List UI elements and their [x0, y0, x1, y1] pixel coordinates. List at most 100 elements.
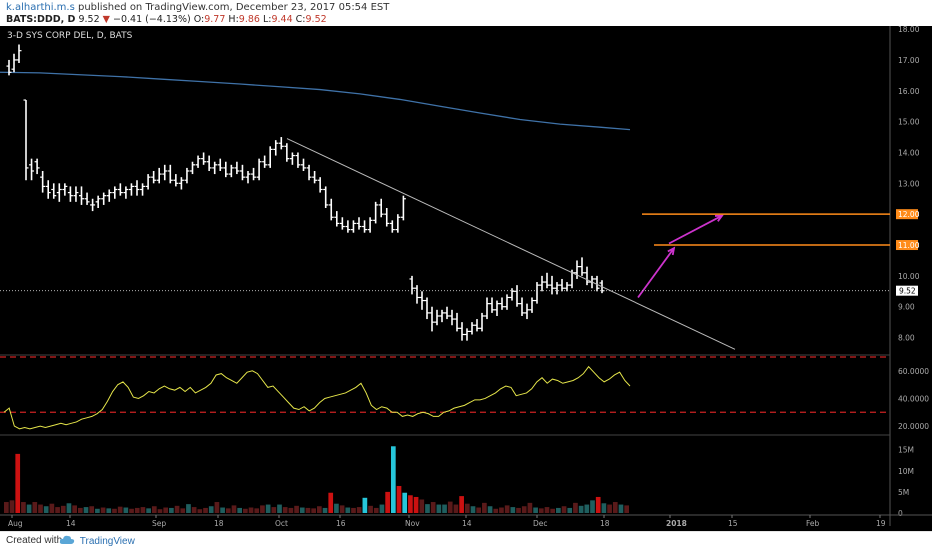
- volume-bar: [26, 504, 32, 513]
- volume-tick-label: 0: [898, 509, 903, 518]
- volume-bar: [379, 504, 385, 513]
- volume-bar: [533, 507, 538, 513]
- high-label: H:: [228, 14, 239, 25]
- volume-bar: [55, 507, 60, 513]
- volume-bar: [95, 508, 100, 513]
- volume-bar: [106, 508, 112, 513]
- volume-bar: [60, 505, 66, 513]
- time-tick-label: 18: [600, 519, 610, 528]
- author-link[interactable]: k.alharthi.m.s: [6, 2, 75, 13]
- volume-bar: [231, 505, 237, 513]
- volume-bar: [504, 505, 510, 513]
- volume-bar: [561, 506, 567, 513]
- moving-average-line: [0, 71, 631, 131]
- volume-bar: [487, 506, 493, 513]
- rsi-tick-label: 60.0000: [898, 367, 929, 376]
- volume-bar: [607, 504, 612, 513]
- open-label: O:: [193, 14, 205, 25]
- volume-bar: [15, 453, 21, 513]
- volume-bar: [328, 492, 334, 513]
- time-tick-label: 2018: [666, 519, 687, 528]
- footer: Created with TradingView: [0, 531, 932, 551]
- high-value: 9.86: [238, 14, 260, 25]
- time-tick-label: 14: [66, 519, 76, 528]
- time-tick-label: Nov: [405, 519, 420, 528]
- volume-pane[interactable]: 15M 10M 5M 0: [4, 446, 914, 518]
- volume-bar: [243, 508, 248, 513]
- volume-bar: [419, 499, 425, 513]
- time-axis[interactable]: Aug 14 Sep 18 Oct 16 Nov 14 Dec 18 2018 15 Feb 19: [0, 514, 932, 528]
- chart-svg[interactable]: 18.00 17.00 16.00 15.00 14.00 13.00 12.00 11.00…: [0, 25, 932, 531]
- volume-bar: [4, 502, 9, 513]
- volume-bar: [396, 485, 402, 513]
- volume-bar: [618, 504, 624, 513]
- volume-bar: [362, 497, 368, 513]
- volume-bar: [578, 505, 584, 513]
- target-arrow-head: [714, 214, 724, 222]
- volume-bar: [83, 507, 89, 513]
- volume-bar: [117, 506, 123, 513]
- price-tick-label: 14.00: [898, 148, 920, 157]
- time-tick-label: Aug: [8, 519, 23, 528]
- volume-bar: [294, 505, 299, 513]
- volume-bar: [334, 503, 339, 513]
- volume-bar: [499, 507, 504, 513]
- volume-bar: [442, 504, 447, 513]
- volume-bar: [482, 502, 487, 513]
- chart-background: [0, 26, 932, 531]
- volume-bar: [186, 504, 191, 513]
- volume-bar: [174, 505, 180, 513]
- time-tick-label: 14: [462, 519, 472, 528]
- volume-bar: [311, 508, 316, 513]
- quote-line: BATS:DDD, D 9.52 ▼ −0.41 (−4.13%) O:9.77…: [6, 14, 327, 25]
- volume-bar: [225, 508, 231, 513]
- volume-bar: [146, 508, 151, 513]
- rsi-tick-label: 40.0000: [898, 394, 929, 403]
- rsi-line: [3, 365, 631, 430]
- volume-bar: [516, 507, 521, 513]
- volume-tick-label: 15M: [898, 446, 914, 455]
- volume-bar: [43, 506, 49, 513]
- volume-bar: [112, 508, 117, 513]
- volume-bar: [21, 502, 26, 513]
- volume-bar: [299, 507, 305, 513]
- symbol-label: BATS:DDD, D: [6, 14, 76, 25]
- volume-bar: [49, 503, 55, 513]
- volume-bar: [140, 507, 146, 513]
- volume-bar: [271, 507, 277, 513]
- time-tick-label: 18: [214, 519, 224, 528]
- volume-bar: [203, 507, 208, 513]
- target-level-badge: [896, 240, 918, 251]
- volume-bar: [550, 508, 556, 513]
- target-level-label: 12.00: [898, 210, 920, 219]
- tradingview-label: TradingView: [79, 536, 135, 547]
- volume-bar: [214, 502, 220, 513]
- volume-bar: [373, 507, 379, 513]
- volume-bar: [430, 502, 436, 513]
- price-tick-label: 9.00: [898, 303, 915, 312]
- rsi-pane[interactable]: 60.0000 40.0000 20.0000: [0, 356, 929, 436]
- volume-bar: [322, 507, 328, 513]
- chart-area[interactable]: 18.00 17.00 16.00 15.00 14.00 13.00 12.00 11.00…: [0, 25, 932, 531]
- volume-bar: [436, 504, 442, 513]
- volume-bar: [32, 502, 38, 513]
- rsi-tick-label: 20.0000: [898, 422, 929, 431]
- volume-bar: [584, 504, 590, 513]
- time-tick-label: Oct: [275, 519, 288, 528]
- trendline: [286, 138, 736, 350]
- price-tick-label: 13.00: [898, 179, 920, 188]
- volume-bar: [66, 503, 72, 513]
- volume-tick-label: 10M: [898, 467, 914, 476]
- volume-bar: [317, 506, 322, 513]
- price-tick-label: 15.00: [898, 118, 920, 127]
- volume-bar: [476, 507, 482, 513]
- price-tick-label: 18.00: [898, 26, 920, 34]
- tradingview-brand[interactable]: TradingView: [59, 535, 135, 547]
- price-pane[interactable]: 18.00 17.00 16.00 15.00 14.00 13.00 12.00 11.00…: [0, 25, 920, 526]
- volume-bar: [470, 506, 476, 513]
- volume-bar: [556, 507, 561, 513]
- down-triangle-icon: ▼: [102, 14, 110, 25]
- volume-bar: [208, 506, 214, 513]
- volume-bar: [191, 507, 197, 513]
- volume-bar: [573, 502, 578, 513]
